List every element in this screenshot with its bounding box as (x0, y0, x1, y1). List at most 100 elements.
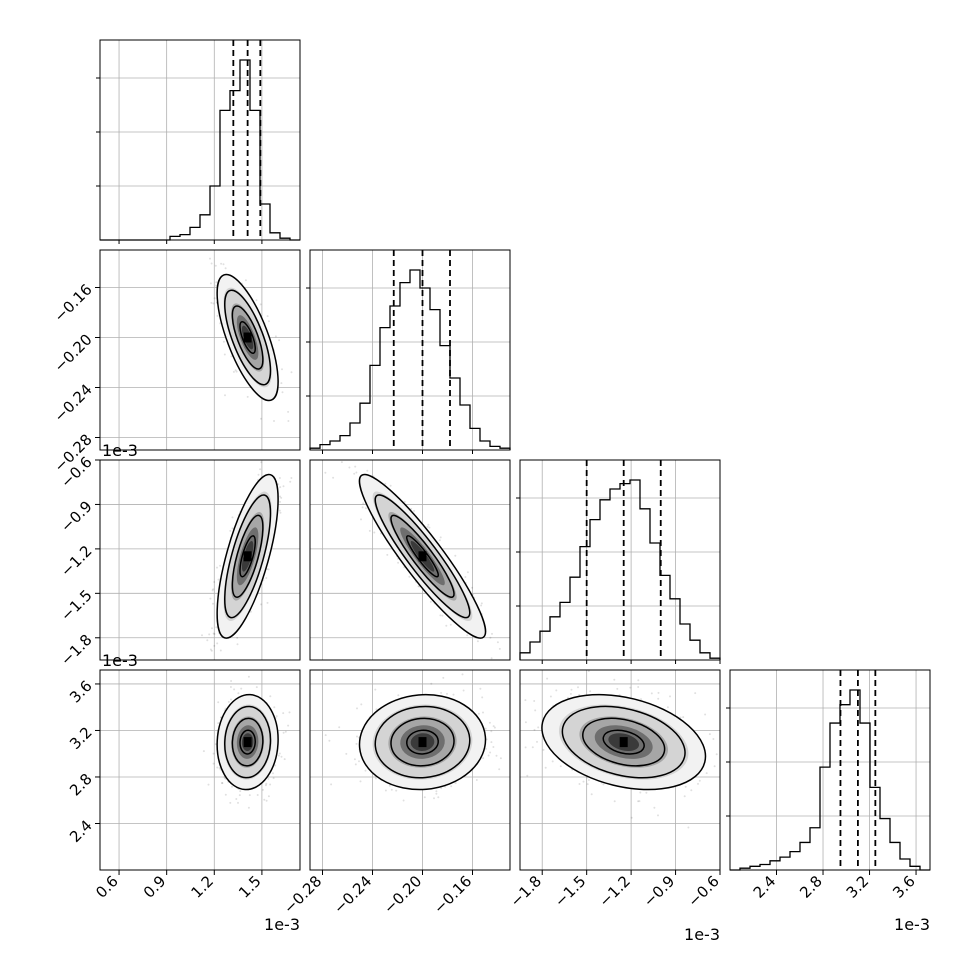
scatter-point (495, 754, 498, 757)
density-peak (243, 551, 252, 562)
contour-line (358, 693, 487, 791)
scatter-point (441, 614, 444, 617)
scatter-point (282, 485, 285, 488)
scatter-point (657, 691, 660, 694)
scatter-point (725, 770, 727, 772)
scatter-point (454, 782, 457, 785)
scatter-point (290, 477, 293, 479)
scatter-point (413, 509, 416, 512)
scatter-point (206, 639, 209, 642)
scatter-panel-3-0 (99, 669, 301, 871)
x-tick-label: 1.5 (235, 872, 265, 902)
scatter-point (524, 746, 527, 749)
scatter-point (549, 695, 552, 698)
scatter-point (273, 706, 276, 709)
scatter-point (362, 502, 365, 505)
scatter-point (464, 576, 467, 578)
panel-frame (309, 459, 511, 661)
scatter-point (427, 523, 430, 526)
histogram-step (730, 689, 930, 871)
scatter-point (281, 391, 284, 394)
scatter-point (265, 799, 268, 802)
scatter-point (231, 527, 234, 530)
scatter-point (492, 746, 495, 748)
scatter-point (440, 691, 443, 694)
y-tick-label: −1.2 (57, 542, 95, 580)
scatter-point (216, 665, 218, 667)
scatter-point (219, 564, 222, 567)
scatter-point (489, 636, 492, 639)
scatter-point (513, 734, 515, 736)
scatter-point (232, 370, 235, 373)
scatter-point (260, 417, 262, 420)
scatter-point (476, 640, 479, 643)
scatter-point (231, 785, 233, 788)
contour-line (405, 729, 439, 755)
scatter-point (266, 315, 269, 318)
scatter-point (235, 798, 238, 800)
contour-line (358, 473, 487, 639)
scatter-point (440, 787, 443, 790)
density-peak (243, 332, 252, 343)
scatter-point (669, 695, 671, 698)
scatter-point (240, 687, 243, 690)
x-tick-label: 0.6 (92, 872, 122, 902)
scatter-point (234, 369, 237, 372)
scatter-point (324, 734, 327, 737)
scatter-point (637, 679, 640, 682)
scatter-point (682, 716, 685, 719)
scatter-point (231, 516, 234, 519)
scatter-point (267, 777, 270, 780)
scatter-point (578, 783, 581, 785)
scatter-point (542, 748, 545, 751)
scatter-point (213, 644, 216, 647)
scatter-point (403, 500, 406, 503)
scatter-point (353, 758, 356, 761)
panel-content (520, 670, 727, 870)
scatter-point (587, 779, 590, 781)
scatter-point (221, 663, 223, 665)
scatter-point (267, 795, 270, 798)
y-tick-label: −0.9 (57, 497, 95, 535)
scatter-point (684, 785, 687, 788)
scatter-point (236, 636, 239, 639)
scatter-point (188, 241, 190, 243)
x-tick-label: −1.5 (551, 872, 589, 910)
scatter-point (260, 461, 263, 464)
scatter-point (277, 754, 280, 757)
scatter-panel-1-0 (99, 241, 301, 451)
hist-panel-3 (726, 669, 931, 871)
scatter-point (351, 456, 353, 458)
scatter-point (533, 728, 536, 731)
scatter-point (247, 806, 250, 809)
scatter-point (570, 688, 573, 691)
scatter-point (267, 320, 270, 323)
scatter-point (229, 801, 232, 804)
contour-line (216, 693, 279, 791)
panel-frame (309, 669, 511, 871)
scatter-point (278, 477, 281, 479)
scatter-point (536, 740, 538, 743)
panel-frame (519, 669, 721, 871)
x-tick-label: 3.6 (889, 872, 919, 902)
x-tick-label: 1.2 (188, 872, 218, 902)
scatter-point (330, 783, 333, 786)
scatter-point (616, 687, 619, 690)
y-offset-label: 1e-3 (102, 651, 138, 670)
scatter-point (356, 707, 358, 710)
panel-frame (729, 669, 931, 871)
scatter-point (466, 571, 469, 574)
x-tick-label: −0.20 (380, 872, 425, 917)
scatter-point (287, 420, 290, 422)
scatter-point (694, 692, 697, 695)
scatter-point (638, 800, 641, 803)
scatter-point (212, 752, 215, 755)
scatter-point (223, 776, 226, 779)
y-tick-label: −1.8 (57, 631, 95, 669)
scatter-point (705, 772, 708, 775)
scatter-point (439, 614, 442, 617)
scatter-point (384, 482, 387, 485)
scatter-point (221, 782, 223, 784)
contour-line (231, 305, 264, 370)
histogram-step (519, 479, 721, 660)
